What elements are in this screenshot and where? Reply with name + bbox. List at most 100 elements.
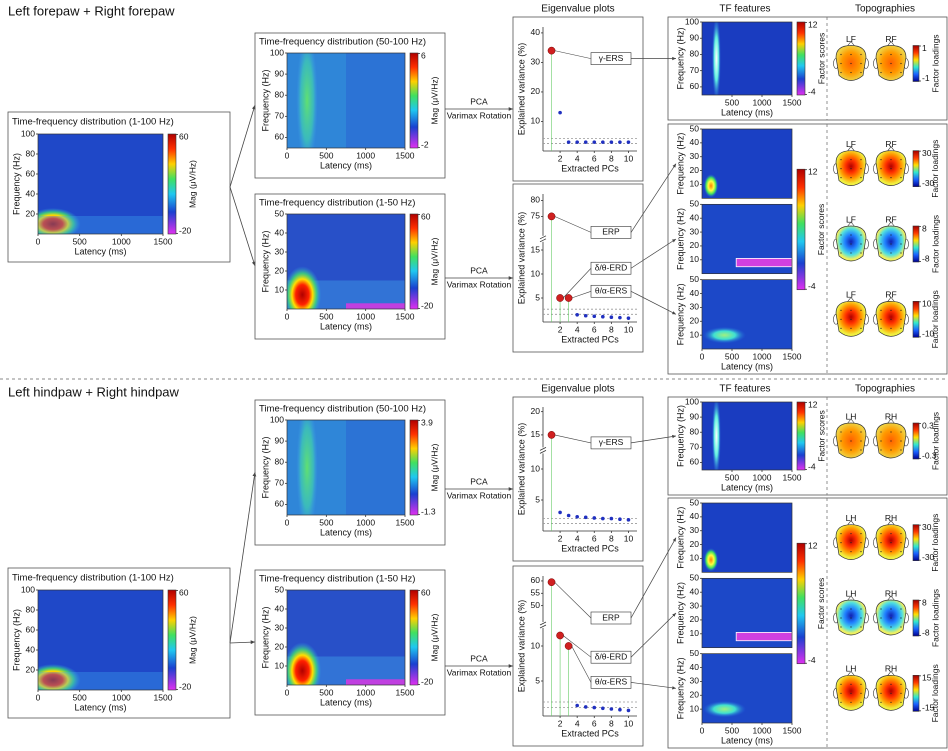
colorbar bbox=[913, 301, 919, 337]
colorbar bbox=[797, 402, 805, 470]
x-axis-label: Latency (ms) bbox=[721, 107, 773, 117]
electrode bbox=[850, 72, 851, 73]
y-tick-label: 20 bbox=[275, 641, 285, 651]
eigenvalue-point bbox=[610, 517, 614, 521]
method-label: Varimax Rotation bbox=[447, 667, 512, 677]
component-connector bbox=[572, 291, 591, 298]
electrode bbox=[860, 168, 861, 169]
y-tick-label: 5 bbox=[535, 292, 540, 302]
y-tick-label: 70 bbox=[275, 111, 285, 121]
eigenvalue-point bbox=[548, 431, 555, 438]
component-label: δ/θ-ERD bbox=[595, 651, 628, 661]
column-header: Eigenvalue plots bbox=[541, 384, 614, 395]
x-tick-label: 0 bbox=[285, 311, 290, 321]
y-axis-label: Frequency (Hz) bbox=[675, 657, 685, 719]
y-tick-label: 40 bbox=[690, 288, 700, 298]
electrode bbox=[880, 551, 881, 552]
y-tick-label: 20 bbox=[690, 690, 700, 700]
y-tick-label: 40 bbox=[690, 586, 700, 596]
colorbar bbox=[168, 134, 176, 234]
eigenvalue-point bbox=[627, 709, 631, 713]
x-tick-label: 8 bbox=[609, 533, 614, 543]
colorbar-label: Factor loadings bbox=[930, 140, 940, 198]
electrode bbox=[860, 551, 861, 552]
electrode bbox=[900, 431, 901, 432]
colorbar bbox=[410, 214, 418, 309]
y-tick-label: 60 bbox=[275, 499, 285, 509]
electrode bbox=[890, 310, 891, 311]
x-tick-label: 1000 bbox=[753, 351, 772, 361]
x-axis-label: Extracted PCs bbox=[561, 163, 619, 173]
method-label: PCA bbox=[470, 265, 488, 275]
electrode bbox=[890, 54, 891, 55]
eigenvalue-point bbox=[601, 140, 605, 144]
component-label: ERP bbox=[602, 227, 620, 237]
colorbar-tick-label: 12 bbox=[808, 399, 818, 409]
electrode bbox=[880, 684, 881, 685]
eigenvalue-point bbox=[627, 518, 631, 522]
electrode bbox=[860, 54, 861, 55]
heatmap bbox=[702, 129, 792, 198]
x-tick-label: 2 bbox=[558, 718, 563, 728]
eigenvalue-point bbox=[565, 642, 572, 649]
colorbar-tick-label: 60 bbox=[179, 131, 189, 141]
y-tick-label: 50 bbox=[690, 199, 700, 209]
y-tick-label: 40 bbox=[690, 662, 700, 672]
y-tick-label: 30 bbox=[690, 600, 700, 610]
colorbar-label: Factor loadings bbox=[930, 514, 940, 572]
x-tick-label: 500 bbox=[319, 311, 333, 321]
electrode bbox=[900, 319, 901, 320]
x-axis-label: Latency (ms) bbox=[320, 321, 372, 331]
component-label: θ/α-ERS bbox=[595, 286, 628, 296]
electrode bbox=[900, 702, 901, 703]
heatmap-blob bbox=[712, 395, 721, 477]
electrode bbox=[850, 533, 851, 534]
y-tick-label: 20 bbox=[531, 406, 541, 416]
y-tick-label: 60 bbox=[531, 575, 541, 585]
y-axis-label: Explained variance (%) bbox=[516, 423, 526, 516]
y-axis-label: Frequency (Hz) bbox=[675, 27, 685, 89]
electrode bbox=[850, 608, 851, 609]
electrode bbox=[890, 319, 891, 320]
component-connector bbox=[563, 268, 591, 298]
colorbar-tick-label: -20 bbox=[179, 225, 192, 235]
electrode bbox=[890, 693, 891, 694]
component-label: γ-ERS bbox=[599, 53, 624, 63]
eigenvalue-point bbox=[558, 511, 562, 515]
y-tick-label: 30 bbox=[275, 622, 285, 632]
feature-arrow bbox=[631, 538, 676, 618]
y-tick-label: 80 bbox=[26, 604, 36, 614]
x-tick-label: 2 bbox=[558, 324, 563, 334]
feature-arrow bbox=[631, 436, 676, 443]
x-axis-label: Extracted PCs bbox=[561, 728, 619, 738]
colorbar-label: Factor loadings bbox=[930, 412, 940, 470]
heatmap-band bbox=[346, 420, 405, 515]
electrode bbox=[890, 626, 891, 627]
electrode bbox=[900, 449, 901, 450]
eigenvalue-point bbox=[627, 316, 631, 320]
y-axis-label: Frequency (Hz) bbox=[675, 507, 685, 569]
x-tick-label: 0 bbox=[285, 150, 290, 160]
panel-title: Time-frequency distribution (50-100 Hz) bbox=[259, 404, 426, 415]
electrode bbox=[880, 440, 881, 441]
electrode bbox=[840, 608, 841, 609]
electrode bbox=[850, 319, 851, 320]
electrode bbox=[860, 684, 861, 685]
x-tick-label: 0 bbox=[285, 687, 290, 697]
y-tick-label: 90 bbox=[690, 32, 700, 42]
heatmap bbox=[287, 34, 405, 167]
eigenvalue-point bbox=[601, 707, 605, 711]
heatmap-band bbox=[736, 258, 792, 266]
y-axis-label: Frequency (Hz) bbox=[675, 208, 685, 270]
x-tick-label: 2 bbox=[558, 153, 563, 163]
colorbar bbox=[913, 46, 919, 82]
colorbar-label: Mag (μV/Hz) bbox=[429, 613, 439, 661]
electrode bbox=[840, 533, 841, 534]
electrode bbox=[850, 328, 851, 329]
x-axis-label: Latency (ms) bbox=[74, 246, 126, 256]
colorbar-label: Mag (μV/Hz) bbox=[187, 616, 197, 664]
panel-title: Time-frequency distribution (50-100 Hz) bbox=[259, 37, 426, 48]
axis-break-gap bbox=[540, 236, 546, 242]
x-tick-label: 6 bbox=[592, 718, 597, 728]
colorbar bbox=[797, 169, 805, 290]
